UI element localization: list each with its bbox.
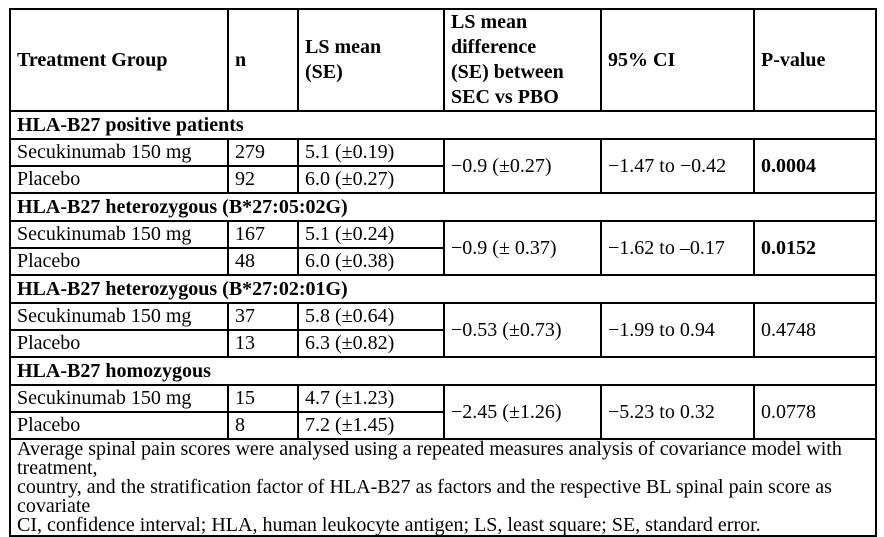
table-row-het0201-placebo: Placebo 13 6.3 (±0.82)	[9, 329, 876, 358]
section-header-positive: HLA-B27 positive patients	[9, 110, 877, 140]
table-row-positive-secukinumab: Secukinumab 150 mg 279 5.1 (±0.19) −0.9 …	[9, 138, 877, 194]
cell-treatment-group: Secukinumab 150 mg	[9, 220, 229, 249]
cell-treatment-group: Secukinumab 150 mg	[9, 302, 229, 331]
section-header-homozygous: HLA-B27 homozygous	[9, 356, 877, 386]
cell-treatment-group: Placebo	[9, 247, 229, 276]
column-header-ls-mean-se: LS mean (SE)	[297, 8, 445, 112]
table-row-homozygous-placebo: Placebo 8 7.2 (±1.45)	[9, 411, 876, 440]
column-header-p-value: P-value	[753, 8, 877, 112]
cell-ls-mean-se: 5.8 (±0.64)	[297, 302, 445, 331]
cell-n: 92	[227, 165, 299, 194]
column-header-n: n	[227, 8, 299, 112]
cell-ls-mean-se: 6.0 (±0.38)	[297, 247, 445, 276]
table-footnote: Average spinal pain scores were analysed…	[9, 438, 877, 537]
table-row-positive-placebo: Placebo 92 6.0 (±0.27)	[9, 165, 876, 194]
cell-n: 37	[227, 302, 299, 331]
cell-treatment-group: Placebo	[9, 411, 229, 440]
cell-ls-mean-se: 5.1 (±0.19)	[297, 138, 445, 167]
cell-n: 8	[227, 411, 299, 440]
cell-n: 48	[227, 247, 299, 276]
column-header-95-ci: 95% CI	[600, 8, 755, 112]
cell-treatment-group: Placebo	[9, 165, 229, 194]
cell-ls-mean-se: 6.0 (±0.27)	[297, 165, 445, 194]
cell-ls-mean-difference: −0.53 (±0.73)	[443, 302, 602, 358]
section-header-row-heterozygous-0201: HLA-B27 heterozygous (B*27:02:01G)	[9, 274, 877, 304]
cell-ls-mean-se: 5.1 (±0.24)	[297, 220, 445, 249]
footnote-row: Average spinal pain scores were analysed…	[9, 438, 877, 537]
cell-95-ci: −1.62 to –0.17	[600, 220, 755, 276]
section-header-heterozygous-0201: HLA-B27 heterozygous (B*27:02:01G)	[9, 274, 877, 304]
cell-95-ci: −1.99 to 0.94	[600, 302, 755, 358]
cell-p-value: 0.0004	[753, 138, 877, 194]
cell-n: 13	[227, 329, 299, 358]
cell-ls-mean-difference: −2.45 (±1.26)	[443, 384, 602, 440]
cell-ls-mean-difference: −0.9 (± 0.37)	[443, 220, 602, 276]
column-header-treatment-group: Treatment Group	[9, 8, 229, 112]
table-row-het0502-placebo: Placebo 48 6.0 (±0.38)	[9, 247, 876, 276]
cell-95-ci: −5.23 to 0.32	[600, 384, 755, 440]
section-header-row-heterozygous-0502: HLA-B27 heterozygous (B*27:05:02G)	[9, 192, 877, 222]
header-row: Treatment Group n LS mean (SE) LS mean dif…	[9, 8, 877, 112]
section-header-row-homozygous: HLA-B27 homozygous	[9, 356, 877, 386]
cell-ls-mean-se: 7.2 (±1.45)	[297, 411, 445, 440]
table-row-het0502-secukinumab: Secukinumab 150 mg 167 5.1 (±0.24) −0.9 …	[9, 220, 877, 276]
cell-n: 167	[227, 220, 299, 249]
cell-p-value: 0.0152	[753, 220, 877, 276]
cell-p-value: 0.4748	[753, 302, 877, 358]
clinical-results-table: Treatment Group n LS mean (SE) LS mean dif…	[9, 8, 877, 537]
section-header-heterozygous-0502: HLA-B27 heterozygous (B*27:05:02G)	[9, 192, 877, 222]
column-header-ls-mean-difference: LS mean difference (SE) between SEC vs PBO	[443, 8, 602, 112]
section-header-row-positive: HLA-B27 positive patients	[9, 110, 877, 140]
cell-p-value: 0.0778	[753, 384, 877, 440]
cell-n: 279	[227, 138, 299, 167]
cell-treatment-group: Placebo	[9, 329, 229, 358]
cell-ls-mean-se: 6.3 (±0.82)	[297, 329, 445, 358]
cell-treatment-group: Secukinumab 150 mg	[9, 384, 229, 413]
cell-treatment-group: Secukinumab 150 mg	[9, 138, 229, 167]
cell-95-ci: −1.47 to −0.42	[600, 138, 755, 194]
cell-ls-mean-se: 4.7 (±1.23)	[297, 384, 445, 413]
cell-n: 15	[227, 384, 299, 413]
cell-ls-mean-difference: −0.9 (±0.27)	[443, 138, 602, 194]
table-row-het0201-secukinumab: Secukinumab 150 mg 37 5.8 (±0.64) −0.53 …	[9, 302, 877, 358]
table-row-homozygous-secukinumab: Secukinumab 150 mg 15 4.7 (±1.23) −2.45 …	[9, 384, 877, 440]
